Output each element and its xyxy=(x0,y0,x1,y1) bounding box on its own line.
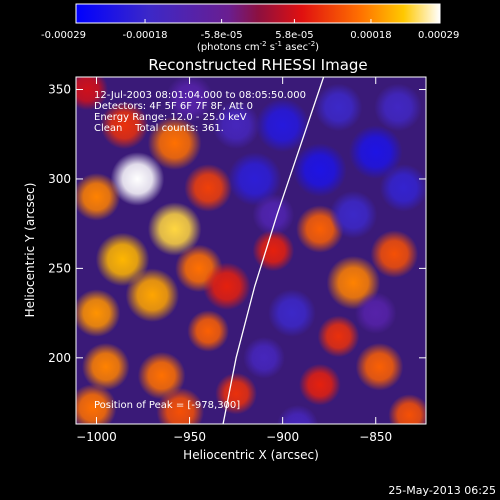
heatmap-blob xyxy=(243,336,285,379)
colorbar-tick-label: 0.00029 xyxy=(418,30,459,41)
annotation-clean-counts: Clean Total counts: 361. xyxy=(94,123,224,134)
peak-position-label: Position of Peak = [-978,300] xyxy=(94,400,240,411)
y-axis-label: Heliocentric Y (arcsec) xyxy=(23,183,37,318)
heatmap-blob xyxy=(355,342,404,391)
heatmap-blob xyxy=(314,83,363,132)
heatmap-blob xyxy=(354,292,397,334)
y-tick-label: 300 xyxy=(48,172,71,186)
x-tick-label: −950 xyxy=(173,430,206,444)
colorbar-tick-label: -0.00018 xyxy=(123,30,168,41)
heatmap-blob xyxy=(299,363,341,406)
plot-frame xyxy=(75,76,427,425)
heatmap-blob xyxy=(147,202,202,256)
heatmap-blob xyxy=(329,190,378,239)
heatmap-blob xyxy=(110,152,165,206)
y-tick-label: 250 xyxy=(48,261,71,275)
heatmap-blob xyxy=(227,152,282,206)
axis-ticks: −1000 −950 −900 −850 200 250 300 350 xyxy=(48,77,426,444)
footer-timestamp: 25-May-2013 06:25 xyxy=(388,484,496,497)
heatmap-blob xyxy=(137,351,186,400)
x-axis-label: Heliocentric X (arcsec) xyxy=(183,448,319,462)
heatmap-blob xyxy=(147,116,202,170)
heatmap-blob xyxy=(317,315,360,358)
heatmap-blob xyxy=(156,387,205,424)
heatmap-blob xyxy=(202,262,251,311)
heatmap-blob xyxy=(252,229,295,272)
heatmap-blob xyxy=(100,101,149,150)
colorbar-units: (photons cm-2 s-1 asec-2) xyxy=(197,40,319,53)
heatmap-blob xyxy=(165,77,214,123)
colorbar-tick-label: 0.00018 xyxy=(350,30,391,41)
heatmap-blob xyxy=(348,125,403,179)
annotation-detectors: Detectors: 4F 5F 6F 7F 8F, Att 0 xyxy=(94,101,253,112)
heatmap-blob xyxy=(76,173,121,221)
heatmap-blob xyxy=(215,372,257,415)
heatmap-blob xyxy=(76,289,121,337)
heatmap-blob xyxy=(379,164,426,212)
x-tick-label: −1000 xyxy=(76,430,117,444)
colorbar-tick-label: -5.8e-05 xyxy=(201,30,243,41)
heatmap-blob xyxy=(252,193,295,236)
annotation-time-range: 12-Jul-2003 08:01:04.000 to 08:05:50.000 xyxy=(94,90,306,101)
heatmap-blob xyxy=(76,77,109,111)
heatmap-blob xyxy=(212,101,260,150)
heatmap-blob xyxy=(187,310,230,352)
chart-title: Reconstructed RHESSI Image xyxy=(148,56,367,74)
heatmap-blob xyxy=(374,83,422,132)
heatmap-blob xyxy=(268,289,316,337)
colorbar xyxy=(75,3,441,24)
heatmap-blob xyxy=(81,342,130,391)
heatmap-blob xyxy=(293,143,347,197)
heatmap-blob xyxy=(370,230,419,278)
heatmap-blob xyxy=(76,384,117,424)
heatmap-blob xyxy=(276,404,319,424)
y-tick-label: 350 xyxy=(48,83,71,97)
colorbar-tick-label: -0.00029 xyxy=(41,30,86,41)
heatmap-blob xyxy=(388,394,426,424)
heatmap-blob xyxy=(255,98,310,153)
solar-limb-line xyxy=(222,77,325,424)
heatmap-blob xyxy=(125,268,180,323)
x-tick-label: −900 xyxy=(266,430,299,444)
x-tick-label: −850 xyxy=(359,430,392,444)
y-tick-label: 200 xyxy=(48,351,71,365)
heatmap-blob xyxy=(184,164,233,212)
colorbar-ticks: -0.00029 -0.00018 -5.8e-05 5.8e-05 0.00018 0.… xyxy=(41,19,459,41)
annotation-energy-range: Energy Range: 12.0 - 25.0 keV xyxy=(94,112,247,123)
colorbar-tick-label: 5.8e-05 xyxy=(275,30,313,41)
heatmap xyxy=(76,77,426,424)
heatmap-blob xyxy=(95,232,150,287)
